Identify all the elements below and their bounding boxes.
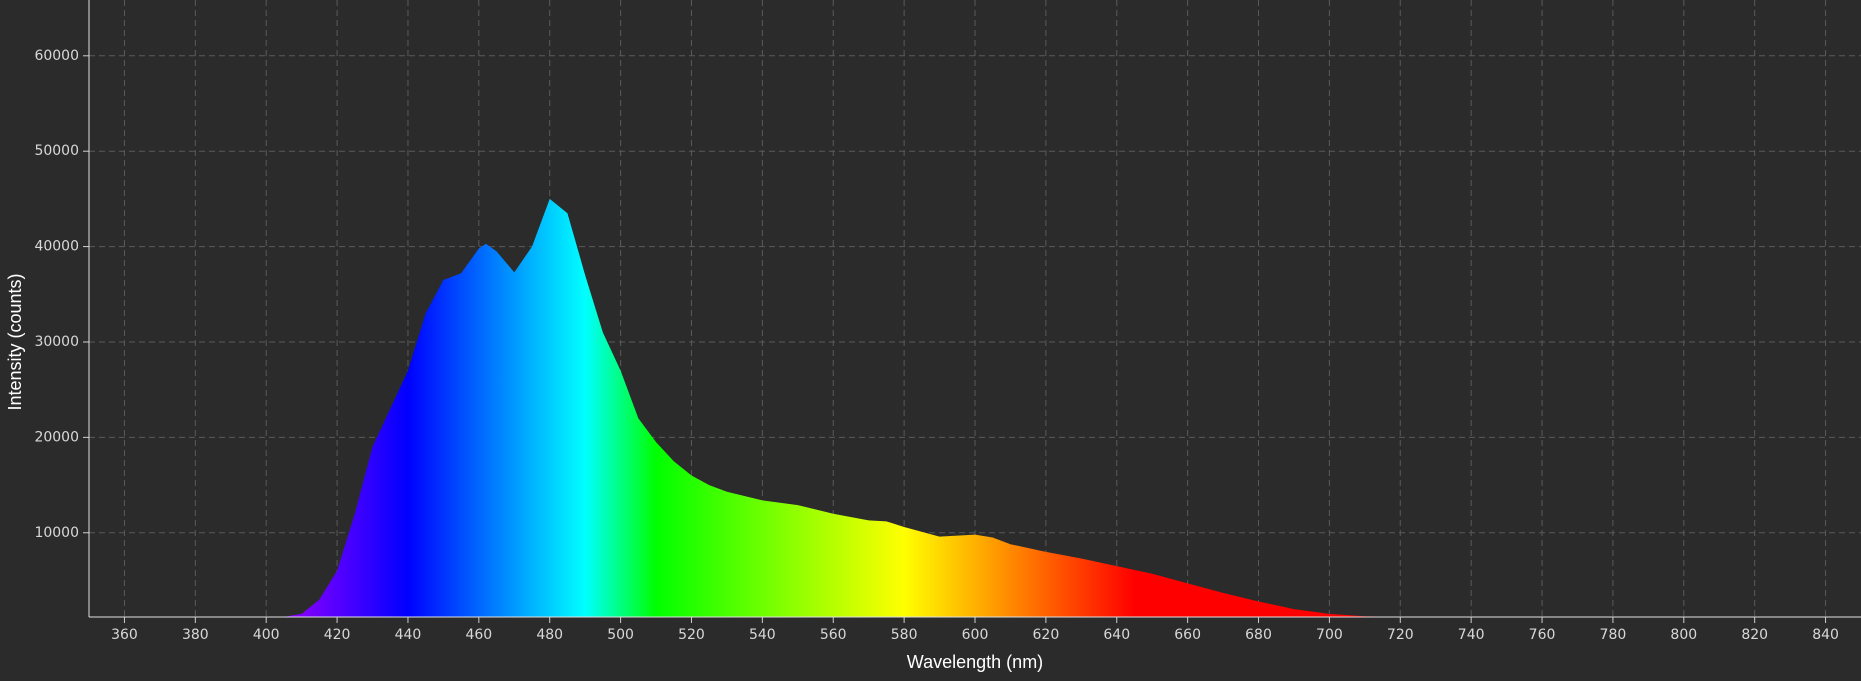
x-tick-label: 820 xyxy=(1741,627,1768,643)
x-tick-label: 760 xyxy=(1529,627,1556,643)
x-tick-label: 580 xyxy=(891,627,918,643)
y-tick-label: 50000 xyxy=(34,143,79,159)
x-tick-label: 360 xyxy=(111,627,138,643)
x-tick-label: 520 xyxy=(678,627,705,643)
y-tick-label: 40000 xyxy=(34,239,79,255)
x-tick-label: 800 xyxy=(1670,627,1697,643)
x-tick-label: 400 xyxy=(253,627,280,643)
x-tick-label: 600 xyxy=(962,627,989,643)
x-tick-label: 620 xyxy=(1033,627,1060,643)
x-tick-label: 480 xyxy=(536,627,563,643)
x-tick-label: 700 xyxy=(1316,627,1343,643)
x-tick-label: 740 xyxy=(1458,627,1485,643)
x-tick-label: 640 xyxy=(1103,627,1130,643)
x-tick-label: 420 xyxy=(324,627,351,643)
x-tick-label: 440 xyxy=(395,627,422,643)
x-tick-label: 460 xyxy=(465,627,492,643)
x-tick-label: 380 xyxy=(182,627,209,643)
x-tick-label: 500 xyxy=(607,627,634,643)
x-axis-title: Wavelength (nm) xyxy=(907,652,1043,672)
y-axis-title: Intensity (counts) xyxy=(5,273,25,410)
x-tick-label: 840 xyxy=(1812,627,1839,643)
y-tick-label: 60000 xyxy=(34,48,79,64)
x-tick-label: 540 xyxy=(749,627,776,643)
x-tick-label: 780 xyxy=(1600,627,1627,643)
x-tick-label: 660 xyxy=(1174,627,1201,643)
y-tick-label: 20000 xyxy=(34,429,79,445)
spectrum-area xyxy=(283,198,1418,617)
x-tick-label: 560 xyxy=(820,627,847,643)
y-tick-label: 10000 xyxy=(34,525,79,541)
x-tick-label: 720 xyxy=(1387,627,1414,643)
x-tick-label: 680 xyxy=(1245,627,1272,643)
y-tick-label: 30000 xyxy=(34,334,79,350)
